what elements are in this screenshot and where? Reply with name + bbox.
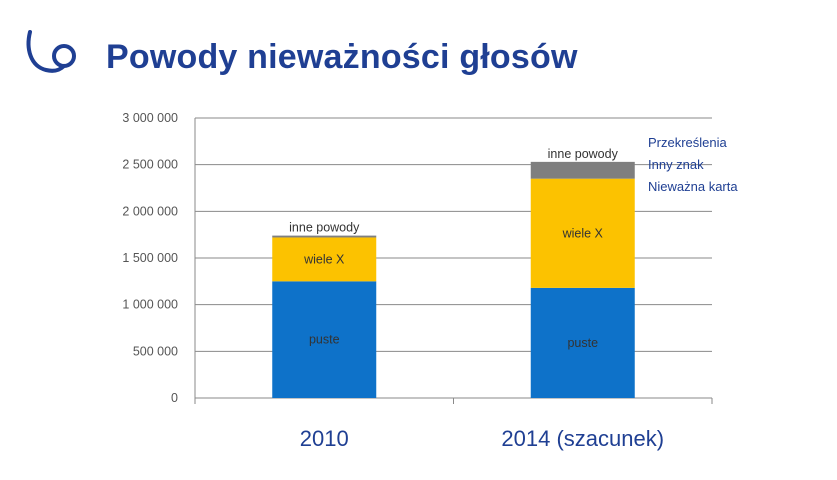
page-title: Powody nieważności głosów [106, 38, 578, 76]
bar-segment-wiele-X [530, 178, 635, 288]
y-tick-label: 2 000 000 [122, 204, 178, 218]
bar-segment-puste [272, 281, 377, 398]
legend-entry: Nieważna karta [648, 179, 738, 194]
y-tick-label: 1 500 000 [122, 251, 178, 265]
bar-segment-label: wiele X [303, 252, 345, 266]
y-tick-label: 0 [171, 391, 178, 405]
bar-segment-label: wiele X [562, 226, 604, 240]
y-tick-label: 3 000 000 [122, 111, 178, 125]
bar-segment-label: inne powody [548, 147, 619, 161]
x-category-label: 2014 (szacunek) [501, 426, 664, 451]
y-tick-label: 500 000 [133, 344, 178, 358]
legend-entry: Inny znak [648, 157, 704, 172]
x-category-label: 2010 [300, 426, 349, 451]
bar-segment-inne-powody [272, 235, 377, 238]
bar-segment-label: inne powody [289, 221, 360, 235]
bar-segment-label: puste [309, 333, 340, 347]
bar-segment-label: puste [567, 336, 598, 350]
y-tick-label: 1 000 000 [122, 298, 178, 312]
bar-segment-inne-powody [530, 161, 635, 179]
bar-segment-puste [530, 287, 635, 398]
legend-entry: Przekreślenia [648, 135, 728, 150]
logo-icon [26, 30, 76, 73]
y-tick-label: 2 500 000 [122, 158, 178, 172]
bar-segment-wiele-X [272, 237, 377, 282]
